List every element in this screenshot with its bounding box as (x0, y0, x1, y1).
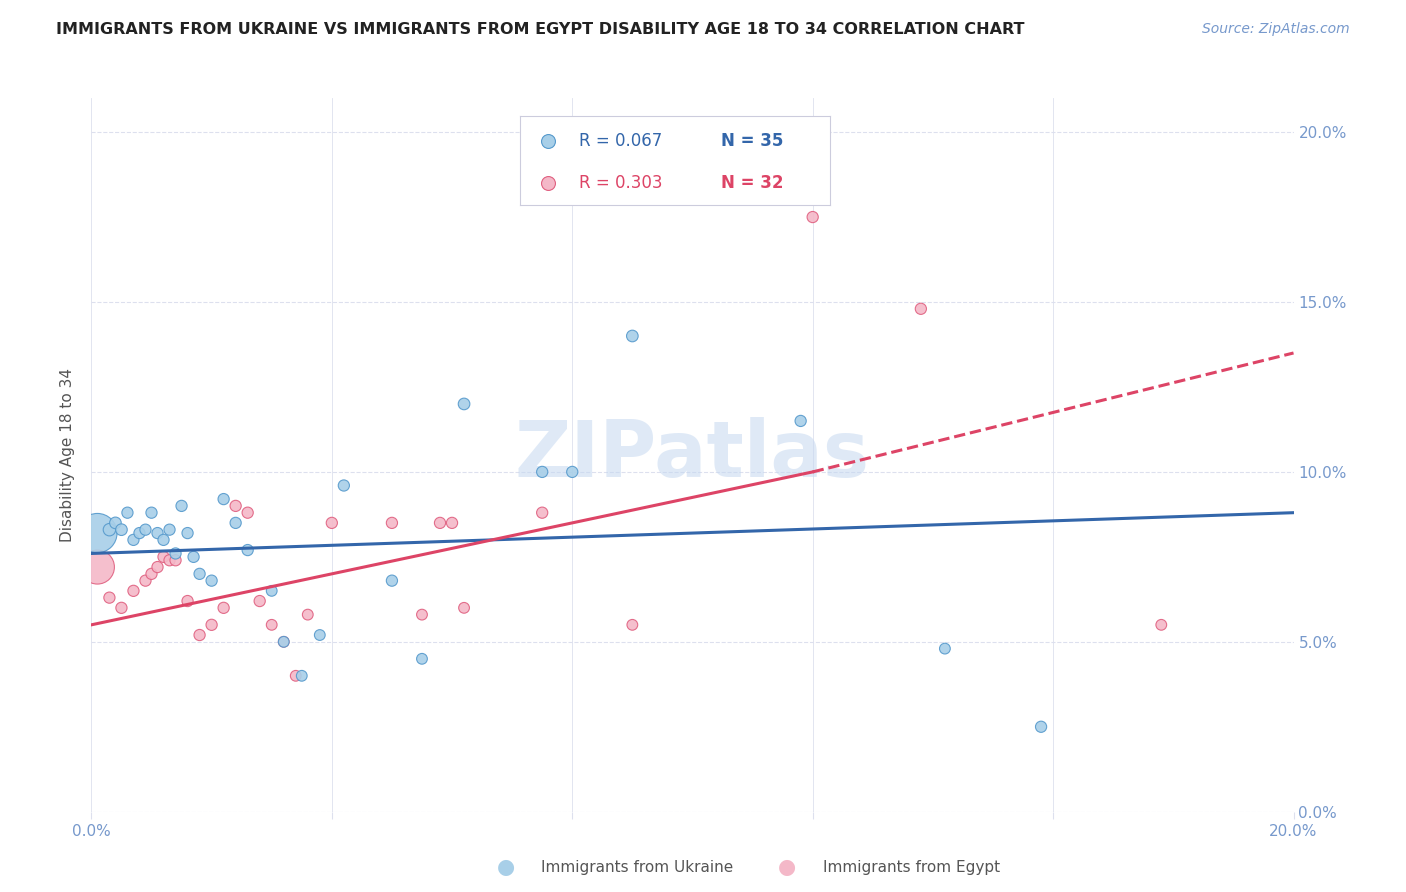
Point (273, 635, 295, 649)
Point (152, 549, 174, 564)
Point (110, 523, 132, 537)
Text: Immigrants from Ukraine: Immigrants from Ukraine (541, 860, 734, 874)
Text: ●: ● (498, 857, 515, 877)
Point (159, 553, 181, 567)
Point (128, 526, 150, 541)
Point (98, 591, 121, 605)
Point (381, 574, 404, 588)
Point (176, 526, 198, 541)
Point (98, 523, 121, 537)
Point (86, 560, 108, 574)
Point (141, 506, 163, 520)
Point (176, 594, 198, 608)
Point (801, 210, 824, 224)
Point (561, 465, 583, 479)
Point (134, 574, 156, 588)
Point (159, 523, 181, 537)
Text: N = 35: N = 35 (721, 132, 783, 150)
Point (273, 635, 295, 649)
Point (333, 478, 356, 492)
Point (249, 594, 271, 608)
Point (201, 574, 224, 588)
Point (411, 652, 433, 666)
Point (284, 669, 307, 683)
Point (531, 506, 554, 520)
Point (381, 516, 404, 530)
Point (236, 543, 259, 558)
Point (308, 628, 330, 642)
Point (225, 516, 247, 530)
Point (934, 641, 956, 656)
Point (201, 617, 224, 632)
Point (291, 669, 314, 683)
Point (146, 560, 169, 574)
Point (531, 465, 554, 479)
Point (321, 516, 343, 530)
Point (537, 134, 560, 148)
Point (134, 523, 156, 537)
Text: ●: ● (779, 857, 796, 877)
Point (621, 617, 644, 632)
Point (212, 600, 235, 615)
Text: N = 32: N = 32 (721, 174, 783, 192)
Point (1150, 617, 1173, 632)
Point (152, 533, 174, 547)
Point (122, 533, 145, 547)
Point (141, 566, 163, 581)
Point (260, 583, 283, 598)
Text: IMMIGRANTS FROM UKRAINE VS IMMIGRANTS FROM EGYPT DISABILITY AGE 18 TO 34 CORRELA: IMMIGRANTS FROM UKRAINE VS IMMIGRANTS FR… (56, 22, 1025, 37)
Point (122, 583, 145, 598)
Text: Source: ZipAtlas.com: Source: ZipAtlas.com (1202, 22, 1350, 37)
Point (621, 329, 644, 343)
Point (225, 499, 247, 513)
Point (188, 628, 211, 642)
Point (453, 397, 475, 411)
Point (260, 617, 283, 632)
Point (170, 499, 193, 513)
Point (1029, 720, 1052, 734)
Y-axis label: Disability Age 18 to 34: Disability Age 18 to 34 (60, 368, 76, 542)
Point (146, 526, 169, 541)
Point (429, 516, 451, 530)
Point (212, 492, 235, 507)
Point (411, 607, 433, 622)
Point (165, 546, 187, 560)
Point (188, 566, 211, 581)
Text: R = 0.067: R = 0.067 (579, 132, 662, 150)
Point (236, 506, 259, 520)
Point (537, 176, 560, 190)
Point (104, 516, 127, 530)
Point (910, 301, 932, 316)
Point (789, 414, 811, 428)
Point (165, 553, 187, 567)
Point (297, 607, 319, 622)
Point (440, 516, 463, 530)
Text: R = 0.303: R = 0.303 (579, 174, 662, 192)
Point (110, 600, 132, 615)
Point (183, 549, 205, 564)
Point (453, 600, 475, 615)
Text: ZIPatlas: ZIPatlas (515, 417, 870, 493)
Point (86, 526, 108, 541)
Text: Immigrants from Egypt: Immigrants from Egypt (823, 860, 1000, 874)
Point (117, 506, 139, 520)
